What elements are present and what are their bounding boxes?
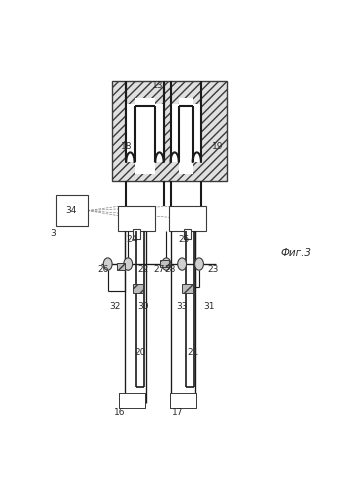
- Text: 31: 31: [203, 302, 215, 311]
- Bar: [119, 393, 145, 408]
- Bar: [160, 260, 169, 267]
- Text: 18: 18: [121, 142, 132, 151]
- Text: 17: 17: [172, 408, 183, 417]
- Bar: [179, 98, 193, 174]
- Circle shape: [178, 258, 187, 270]
- Circle shape: [124, 258, 132, 270]
- Text: 13: 13: [152, 80, 164, 90]
- Text: 32: 32: [110, 302, 121, 311]
- Bar: [182, 284, 193, 293]
- Text: 23: 23: [208, 266, 219, 274]
- Bar: [184, 230, 191, 239]
- Text: Фиг.3: Фиг.3: [281, 248, 312, 258]
- Text: 3: 3: [50, 229, 56, 238]
- Bar: [135, 98, 155, 174]
- Bar: [112, 81, 227, 182]
- Text: 28: 28: [165, 266, 176, 274]
- Bar: [193, 104, 201, 162]
- Bar: [171, 104, 179, 162]
- Bar: [132, 284, 143, 293]
- Text: 19: 19: [212, 142, 223, 151]
- Text: 21: 21: [187, 348, 198, 357]
- Text: 22: 22: [137, 266, 149, 274]
- Circle shape: [103, 258, 112, 270]
- Bar: [126, 104, 135, 162]
- Bar: [112, 81, 227, 182]
- Bar: [118, 206, 155, 232]
- Bar: [170, 393, 196, 408]
- Bar: [155, 104, 164, 162]
- Bar: [169, 206, 206, 232]
- Text: 26: 26: [97, 266, 109, 274]
- Circle shape: [195, 258, 203, 270]
- Bar: [116, 263, 125, 270]
- Text: 27: 27: [154, 266, 165, 274]
- Text: 34: 34: [65, 206, 77, 214]
- Text: 33: 33: [176, 302, 187, 311]
- Text: 20: 20: [134, 348, 146, 357]
- Bar: [56, 195, 87, 226]
- Text: 30: 30: [137, 302, 149, 311]
- Text: 16: 16: [114, 408, 125, 417]
- Text: 24: 24: [126, 234, 137, 244]
- Text: 25: 25: [178, 234, 190, 244]
- Circle shape: [162, 258, 171, 270]
- Bar: [133, 230, 140, 239]
